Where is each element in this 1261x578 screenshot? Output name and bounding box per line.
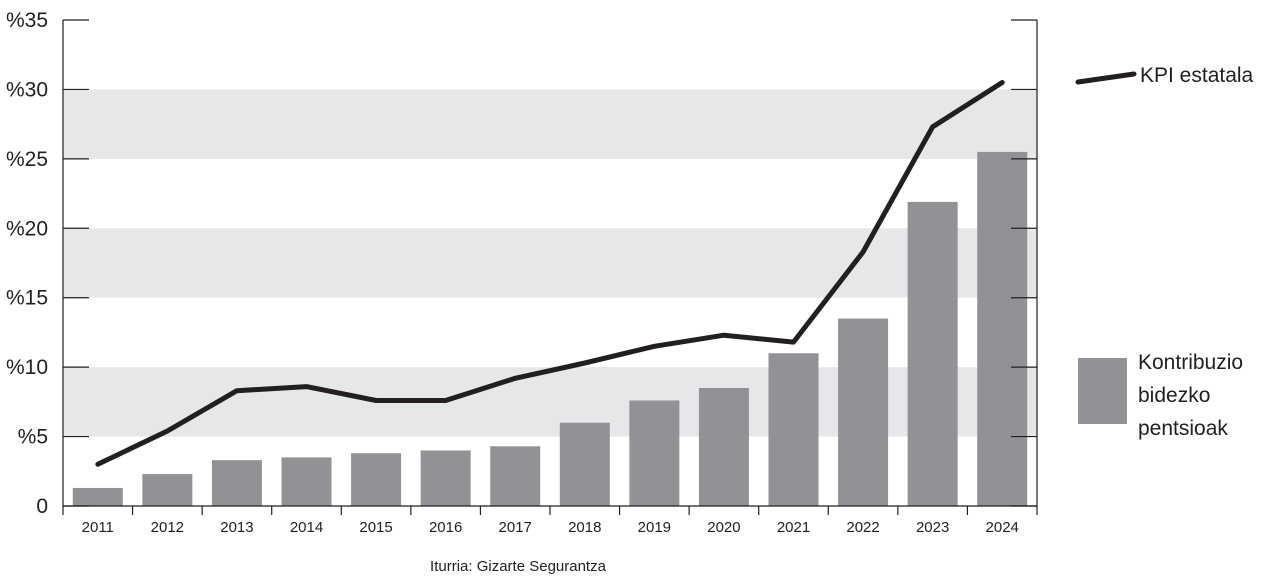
bar-2013 [211, 460, 262, 506]
x-tick-label: 2012 [151, 519, 184, 536]
x-tick-label: 2022 [846, 519, 879, 536]
bar-2020 [698, 387, 749, 506]
bar-2021 [768, 353, 819, 506]
bar-2022 [838, 318, 889, 506]
x-tick-label: 2011 [82, 519, 114, 536]
bar-2012 [142, 474, 193, 506]
x-tick-label: 2024 [986, 519, 1019, 536]
legend-bar-label-line-2: bidezko [1138, 384, 1210, 407]
bar-series [72, 151, 1028, 506]
x-tick-label: 2014 [290, 519, 323, 536]
x-tick-label: 2020 [707, 519, 740, 536]
x-tick-label: 2013 [220, 519, 253, 536]
y-tick-label: %5 [18, 426, 48, 449]
x-tick-label: 2023 [916, 519, 949, 536]
x-tick-label: 2018 [568, 519, 601, 536]
bar-2019 [629, 400, 680, 506]
y-tick-label: %20 [6, 217, 48, 240]
bar-2024 [977, 151, 1028, 506]
bar-2017 [490, 446, 541, 506]
grid-band [63, 367, 1037, 437]
y-tick-label: %30 [6, 78, 48, 101]
grid-bands [63, 89, 1037, 437]
grid-band [63, 228, 1037, 298]
bar-2015 [351, 453, 402, 506]
legend-line-label: KPI estatala [1140, 64, 1254, 87]
x-tick-label: 2017 [499, 519, 532, 536]
legend: KPI estatala Kontribuzio bidezko pentsio… [1075, 64, 1254, 440]
x-tick-label: 2019 [638, 519, 671, 536]
bar-2014 [281, 457, 332, 506]
y-tick-label: %35 [6, 9, 48, 32]
bar-2023 [907, 201, 958, 506]
bar-2016 [420, 450, 471, 506]
x-ticks: 2011 2012 2013 2014 2015 2016 2017 2018 2019 2020… [62, 506, 1038, 536]
legend-bar-swatch [1078, 358, 1127, 424]
legend-line-swatch [1075, 71, 1137, 85]
y-tick-label: %25 [6, 148, 48, 171]
x-tick-label: 2021 [777, 519, 810, 536]
y-tick-label: %15 [6, 287, 48, 310]
source-note: Iturria: Gizarte Segurantza [430, 558, 607, 575]
legend-bar-label-line-3: pentsioak [1138, 417, 1228, 440]
y-tick-label: %10 [6, 356, 48, 379]
y-tick-label: 0 [36, 495, 48, 518]
y-ticks: 0 %5 %10 %15 %20 %25 %30 %35 [6, 9, 1037, 518]
x-tick-label: 2015 [359, 519, 392, 536]
bar-2011 [72, 487, 123, 506]
grid-band [63, 89, 1037, 159]
cpi-line [95, 80, 1005, 467]
bar-2018 [559, 422, 610, 506]
x-tick-label: 2016 [429, 519, 462, 536]
legend-bar-label-line-1: Kontribuzio [1138, 351, 1243, 374]
